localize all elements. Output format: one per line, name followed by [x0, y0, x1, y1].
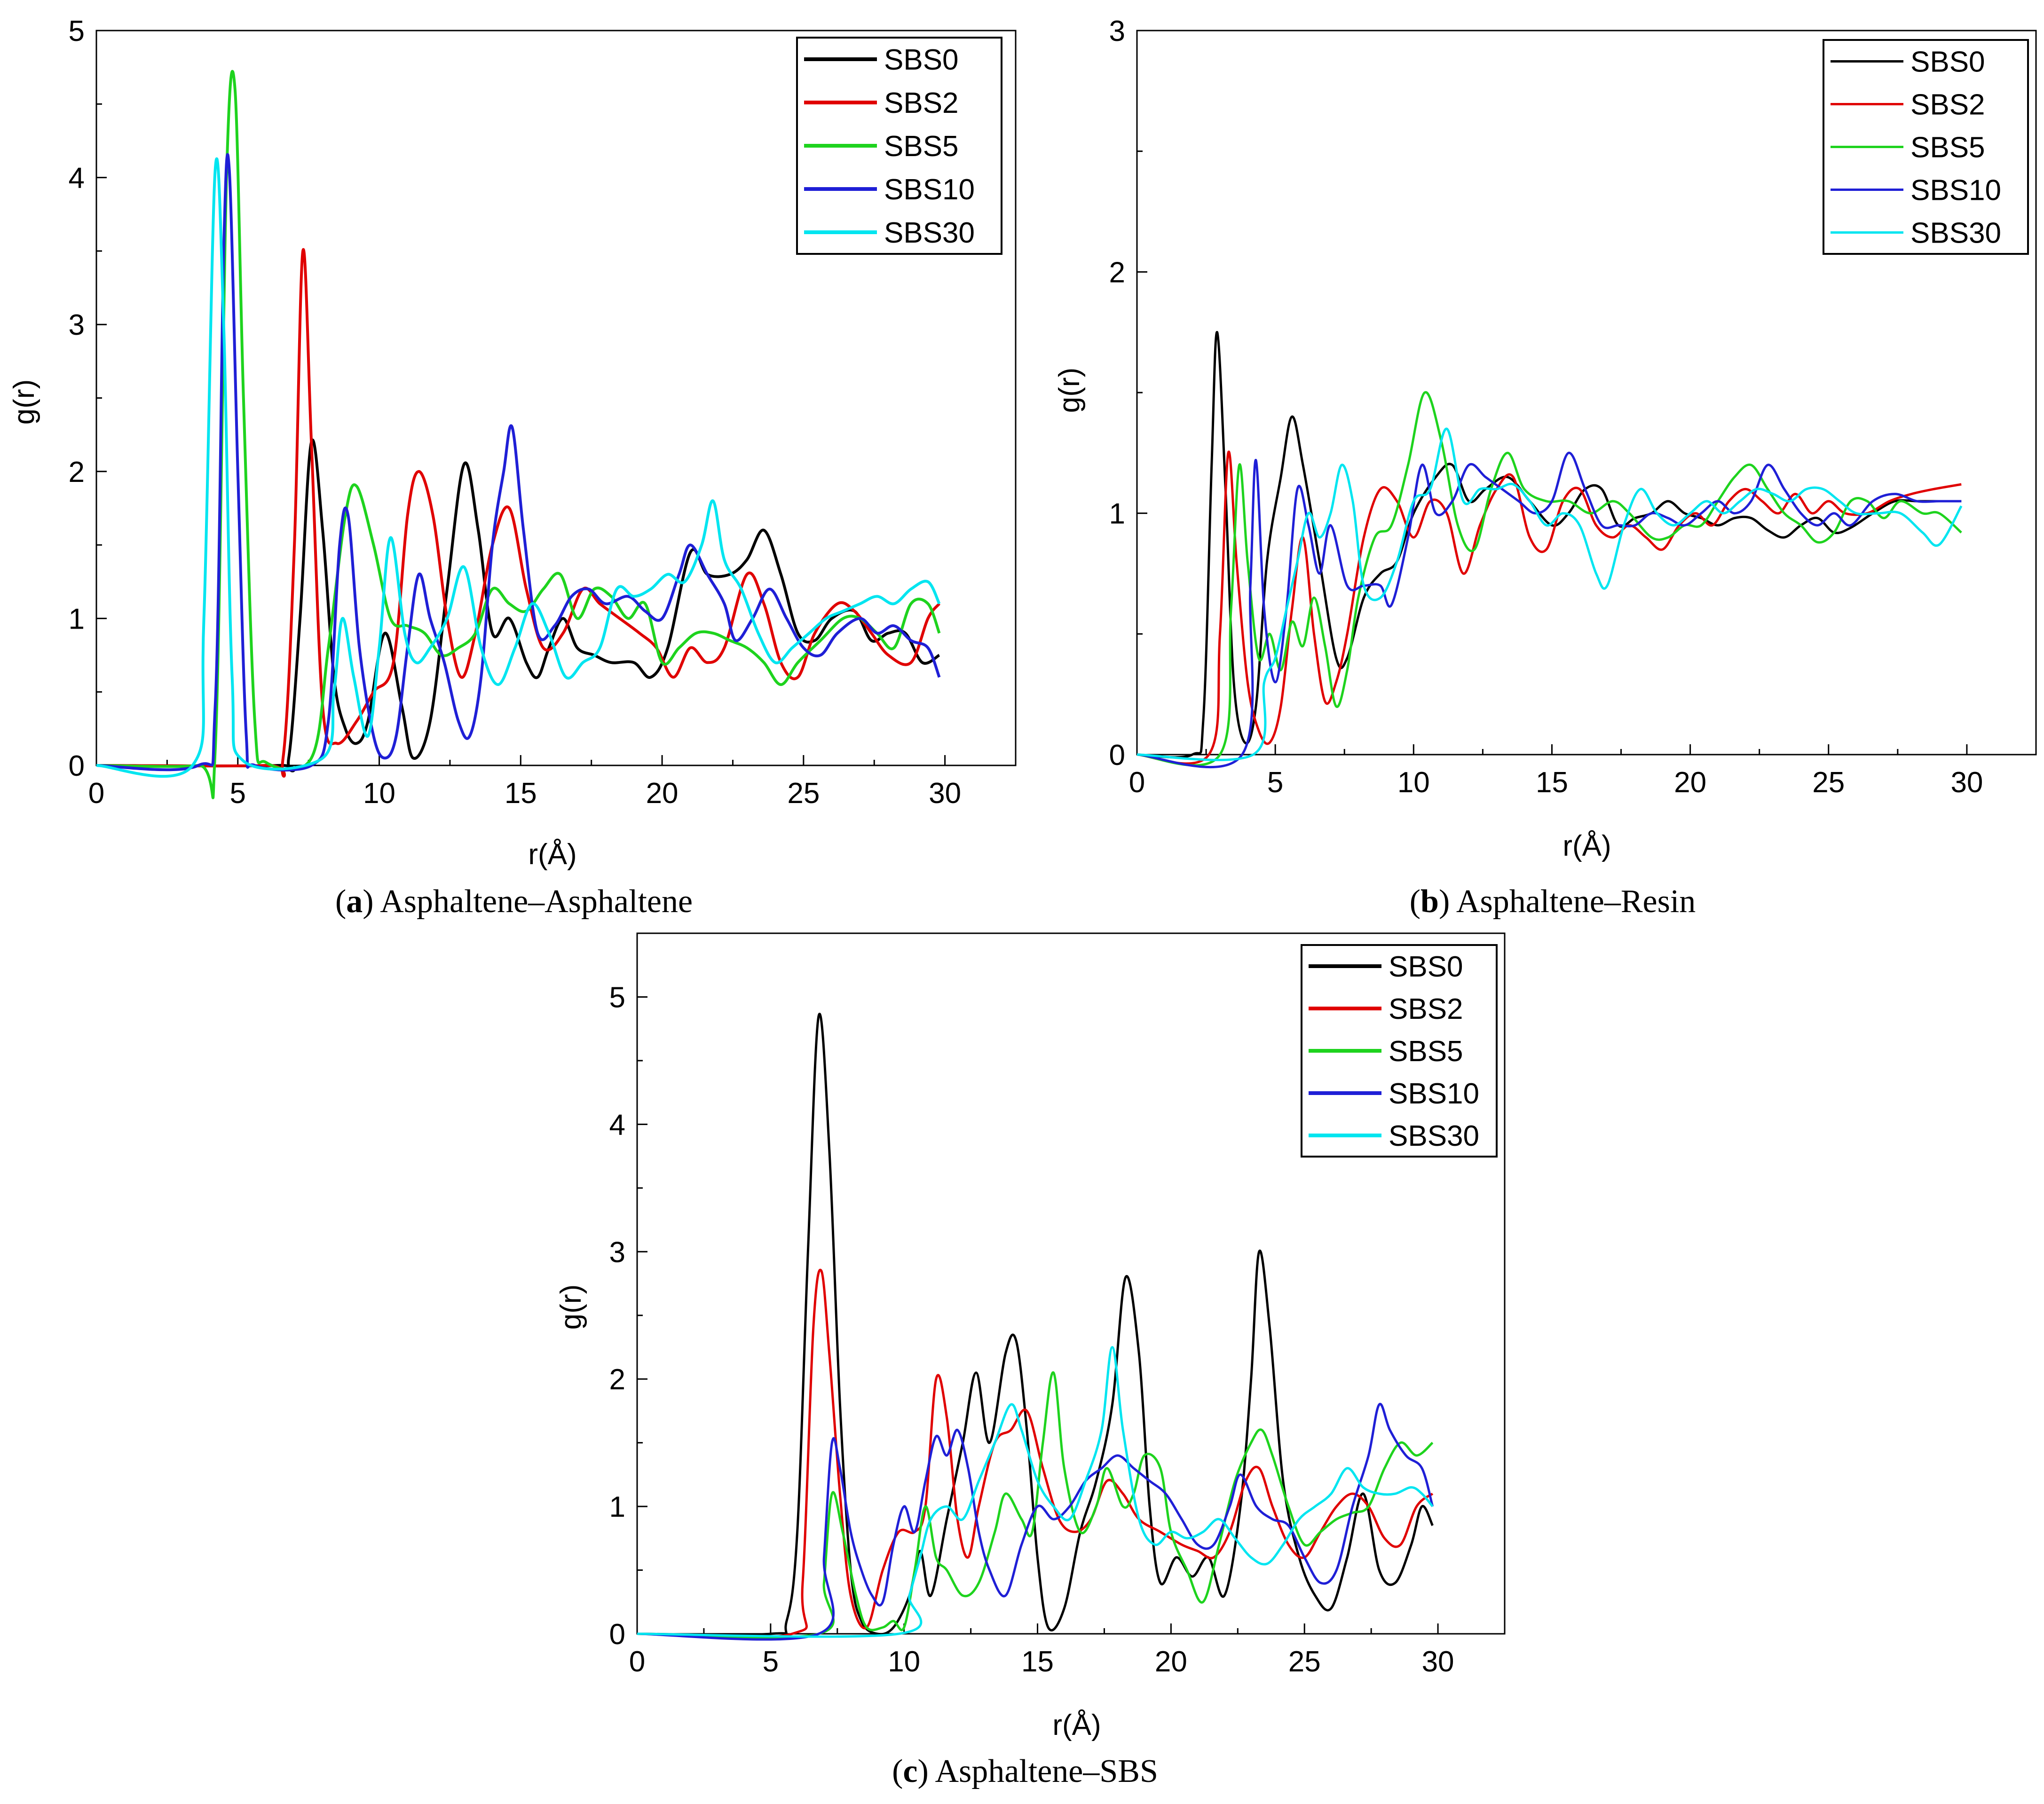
y-axis-label-a: g(r)	[8, 379, 40, 425]
x-tick-label: 20	[1155, 1646, 1187, 1678]
y-tick-label: 0	[69, 750, 85, 782]
series-line-sbs30	[637, 1346, 1434, 1638]
x-tick-label: 30	[929, 777, 961, 810]
legend-label-sbs30: SBS30	[1910, 217, 2001, 250]
series-line-sbs5	[1136, 391, 1962, 767]
x-tick-label: 25	[787, 777, 820, 810]
axis-marks-a: 0 5 10 15 20 25 30 0 1 2 3 4 5	[69, 15, 962, 810]
x-axis-label-b: r(Å)	[1563, 830, 1611, 862]
chart-panel-c: 0 5 10 15 20 25 30 0 1 2 3 4 5 SBS0 SBS2 SBS5 SBS10 SBS3…	[555, 932, 1506, 1789]
y-tick-label: 0	[1109, 739, 1125, 772]
legend-label-sbs0: SBS0	[1389, 951, 1463, 983]
series-layer-c	[637, 1013, 1434, 1641]
x-tick-label: 0	[88, 777, 104, 810]
y-axis-label-b: g(r)	[1053, 368, 1086, 413]
x-tick-label: 15	[1021, 1646, 1054, 1678]
legend-label-sbs0: SBS0	[884, 44, 959, 76]
series-line-sbs0	[637, 1013, 1434, 1636]
legend-label-sbs2: SBS2	[1389, 993, 1463, 1025]
x-tick-label: 5	[763, 1646, 779, 1678]
series-line-sbs0	[1136, 331, 1962, 759]
x-axis-label-c: r(Å)	[1052, 1709, 1101, 1741]
y-tick-label: 1	[1109, 498, 1125, 530]
x-tick-label: 30	[1950, 766, 1983, 799]
x-tick-label: 15	[505, 777, 537, 810]
caption-c: (c) Asphaltene–SBS	[892, 1753, 1158, 1789]
caption-a: (a) Asphaltene–Asphaltene	[335, 883, 693, 920]
y-tick-label: 1	[609, 1491, 625, 1523]
y-tick-label: 0	[609, 1618, 625, 1651]
y-tick-label: 4	[69, 162, 85, 195]
x-tick-label: 0	[1129, 766, 1145, 799]
legend-label-sbs5: SBS5	[1910, 132, 1985, 164]
caption-letter-a: a	[346, 883, 363, 920]
y-tick-label: 5	[69, 15, 85, 47]
legend-label-sbs10: SBS10	[884, 173, 975, 206]
legend-label-sbs2: SBS2	[884, 87, 959, 119]
series-line-sbs30	[96, 157, 941, 778]
legend-label-sbs5: SBS5	[884, 130, 959, 163]
legend-label-sbs0: SBS0	[1910, 46, 1985, 79]
legend-label-sbs2: SBS2	[1910, 89, 1985, 121]
legend-label-sbs10: SBS10	[1910, 174, 2001, 207]
x-tick-label: 15	[1536, 766, 1568, 799]
x-axis-label-a: r(Å)	[528, 838, 576, 871]
legend-c: SBS0 SBS2 SBS5 SBS10 SBS30	[1301, 944, 1498, 1158]
legend-a: SBS0 SBS2 SBS5 SBS10 SBS30	[796, 37, 1002, 255]
axis-marks-c: 0 5 10 15 20 25 30 0 1 2 3 4 5	[609, 981, 1454, 1678]
y-tick-label: 4	[609, 1109, 625, 1141]
series-line-sbs0	[96, 438, 940, 772]
x-tick-label: 0	[629, 1646, 645, 1678]
chart-panel-a: 0 5 10 15 20 25 30 0 1 2 3 4 5 SBS0 SBS2 SBS5 SBS10 SBS3…	[8, 15, 1017, 920]
axis-marks-b: 0 5 10 15 20 25 30 0 1 2 3	[1109, 15, 1983, 799]
caption-letter-b: b	[1421, 883, 1439, 920]
x-tick-label: 10	[1397, 766, 1430, 799]
x-tick-label: 10	[363, 777, 395, 810]
y-tick-label: 2	[69, 456, 85, 488]
legend-label-sbs30: SBS30	[884, 217, 975, 249]
x-tick-label: 20	[1674, 766, 1706, 799]
series-layer-a	[96, 70, 941, 799]
caption-text-b: Asphaltene–Resin	[1456, 883, 1696, 920]
series-line-sbs10	[637, 1402, 1434, 1641]
series-line-sbs5	[96, 70, 941, 799]
y-tick-label: 1	[69, 603, 85, 635]
y-tick-label: 2	[1109, 256, 1125, 289]
caption-b: (b) Asphaltene–Resin	[1410, 883, 1696, 920]
x-tick-label: 5	[1267, 766, 1283, 799]
series-line-sbs30	[1136, 427, 1963, 761]
y-tick-label: 2	[609, 1363, 625, 1396]
x-tick-label: 10	[888, 1646, 920, 1678]
x-tick-label: 20	[646, 777, 679, 810]
y-tick-label: 3	[69, 309, 85, 341]
y-axis-label-c: g(r)	[555, 1284, 587, 1330]
series-line-sbs2	[637, 1268, 1434, 1639]
legend-label-sbs5: SBS5	[1389, 1035, 1463, 1068]
x-tick-label: 25	[1812, 766, 1845, 799]
x-tick-label: 25	[1288, 1646, 1321, 1678]
x-tick-label: 30	[1422, 1646, 1454, 1678]
series-line-sbs5	[637, 1371, 1434, 1639]
legend-label-sbs30: SBS30	[1389, 1120, 1479, 1152]
plot-frame-c	[636, 932, 1506, 1635]
legend-label-sbs10: SBS10	[1389, 1078, 1479, 1110]
legend-b: SBS0 SBS2 SBS5 SBS10 SBS30	[1823, 39, 2029, 255]
series-line-sbs10	[96, 153, 941, 772]
series-line-sbs10	[1136, 451, 1962, 769]
series-layer-b	[1136, 331, 1963, 769]
y-tick-label: 3	[609, 1236, 625, 1268]
y-tick-label: 3	[1109, 15, 1125, 47]
y-tick-label: 5	[609, 981, 625, 1014]
caption-text-c: Asphaltene–SBS	[935, 1753, 1158, 1789]
plot-border	[636, 932, 1506, 1635]
x-tick-label: 5	[230, 777, 246, 810]
caption-letter-c: c	[903, 1753, 917, 1789]
caption-text-a: Asphaltene–Asphaltene	[380, 883, 693, 920]
